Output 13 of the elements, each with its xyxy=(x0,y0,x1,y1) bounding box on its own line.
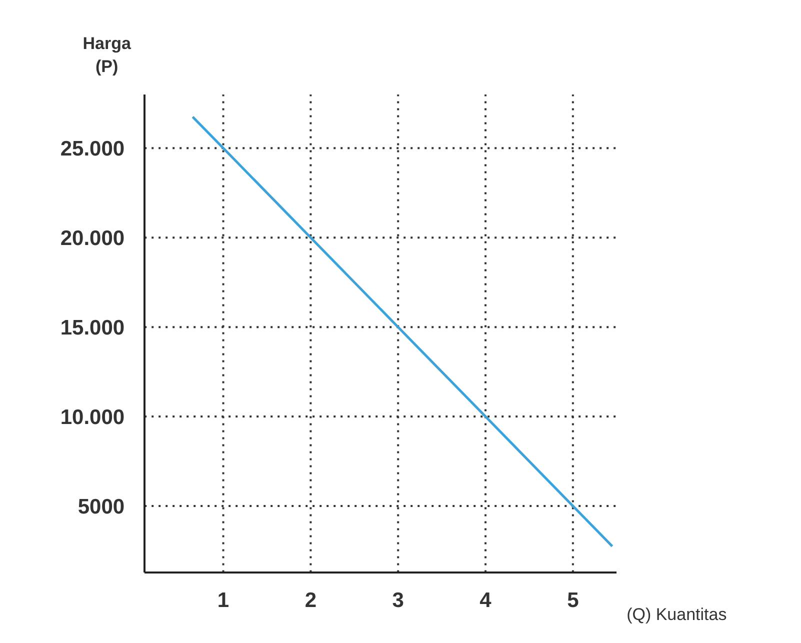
x-tick-label: 3 xyxy=(392,589,404,612)
y-tick-label: 25.000 xyxy=(60,138,125,161)
y-axis-title: Harga (P) xyxy=(82,34,132,76)
y-tick-label: 15.000 xyxy=(60,316,125,340)
y-tick-label: 20.000 xyxy=(60,227,125,250)
x-tick-label: 1 xyxy=(217,589,230,612)
y-tick-label: 10.000 xyxy=(60,406,125,430)
x-tick-label: 2 xyxy=(304,589,317,612)
x-tick-label: 4 xyxy=(480,589,492,612)
x-axis-title: (Q) Kuantitas xyxy=(626,605,727,624)
x-tick-label: 5 xyxy=(567,589,580,612)
y-tick-label: 5000 xyxy=(78,496,125,519)
line-series xyxy=(191,116,614,548)
